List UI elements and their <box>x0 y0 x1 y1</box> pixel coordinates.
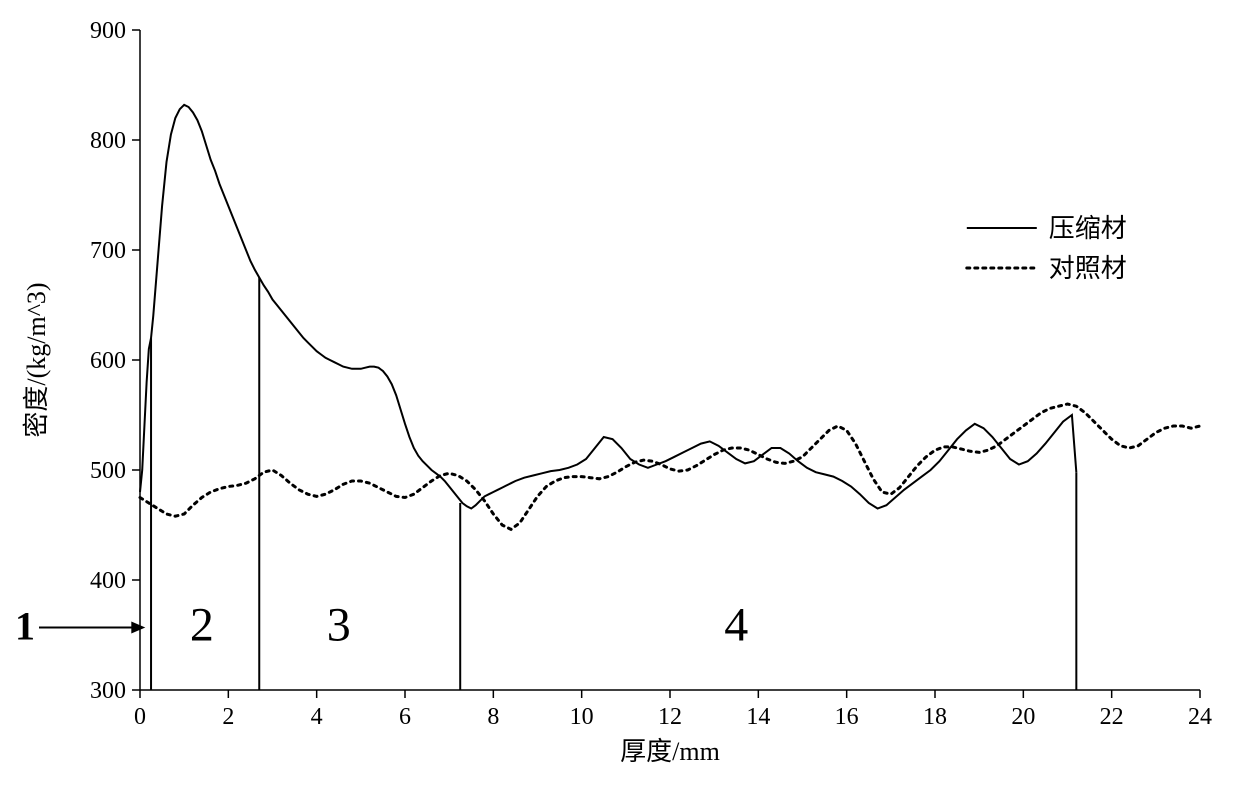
region-label-1: 1 <box>15 604 35 649</box>
series-control <box>140 404 1200 529</box>
x-tick-label: 12 <box>658 704 682 730</box>
x-tick-label: 6 <box>399 704 411 730</box>
y-axis-title: 密度/(kg/m^3) <box>22 282 51 437</box>
x-tick-label: 24 <box>1188 704 1212 730</box>
x-tick-label: 16 <box>835 704 859 730</box>
x-tick-label: 22 <box>1100 704 1124 730</box>
region-label-4: 4 <box>724 599 748 652</box>
y-tick-label: 800 <box>90 128 126 154</box>
arrow-head-icon <box>131 622 145 634</box>
region-label-2: 2 <box>190 599 214 652</box>
legend-label: 压缩材 <box>1049 214 1127 243</box>
y-tick-label: 600 <box>90 348 126 374</box>
x-tick-label: 18 <box>923 704 947 730</box>
x-tick-label: 14 <box>746 704 770 730</box>
y-tick-label: 900 <box>90 18 126 44</box>
y-tick-label: 300 <box>90 678 126 704</box>
chart-container: 024681012141618202224厚度/mm30040050060070… <box>0 0 1240 797</box>
x-tick-label: 20 <box>1011 704 1035 730</box>
x-tick-label: 2 <box>222 704 234 730</box>
x-tick-label: 4 <box>311 704 323 730</box>
y-tick-label: 500 <box>90 458 126 484</box>
legend-label: 对照材 <box>1049 254 1127 283</box>
y-tick-label: 700 <box>90 238 126 264</box>
region-label-3: 3 <box>327 599 351 652</box>
x-tick-label: 0 <box>134 704 146 730</box>
y-tick-label: 400 <box>90 568 126 594</box>
x-axis-title: 厚度/mm <box>620 737 720 766</box>
x-tick-label: 10 <box>570 704 594 730</box>
line-chart: 024681012141618202224厚度/mm30040050060070… <box>0 0 1240 797</box>
series-compressed <box>140 105 1076 509</box>
x-tick-label: 8 <box>487 704 499 730</box>
